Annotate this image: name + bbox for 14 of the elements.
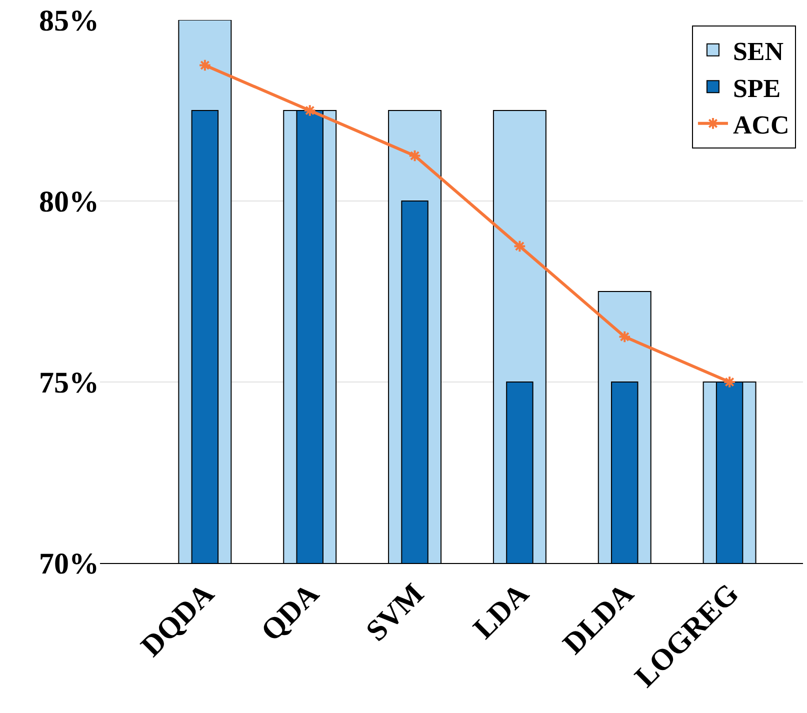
legend-label: ACC xyxy=(732,110,790,140)
point xyxy=(618,330,632,344)
point xyxy=(513,240,526,253)
y-tick-label: 70% xyxy=(39,548,99,580)
legend-label: SEN xyxy=(732,36,784,66)
y-tick-label: 75% xyxy=(39,366,99,400)
x-tick-label: QDA xyxy=(254,576,326,648)
point xyxy=(723,376,736,388)
y-tick-label: 85% xyxy=(39,4,99,38)
point xyxy=(408,149,422,162)
point xyxy=(198,58,212,72)
y-tick-label: 80% xyxy=(39,186,99,218)
point xyxy=(303,104,316,117)
legend-label: SPE xyxy=(732,74,781,103)
